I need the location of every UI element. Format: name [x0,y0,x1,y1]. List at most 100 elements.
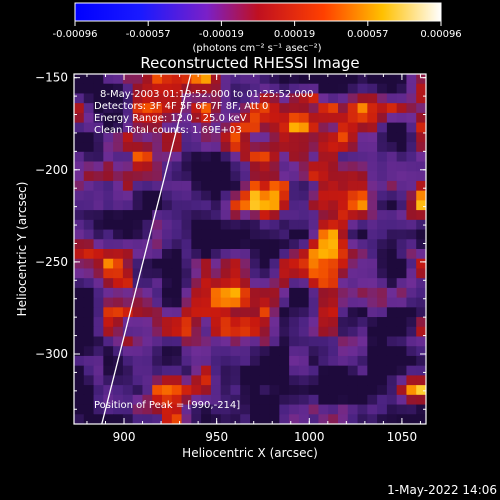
heatmap-cell [181,93,192,104]
heatmap-cell [289,307,300,318]
heatmap-cell [220,171,231,182]
heatmap-cell [416,278,426,289]
heatmap-cell [318,210,329,221]
heatmap-cell [103,112,114,124]
heatmap-cell [142,93,153,104]
heatmap-cell [191,239,202,250]
heatmap-cell [279,375,290,386]
heatmap-cell [347,132,358,143]
heatmap-cell [103,287,114,299]
heatmap-cell [171,229,182,240]
heatmap-cell [122,249,134,260]
heatmap-cell [240,336,251,347]
heatmap-cell [162,278,173,289]
heatmap-cell [338,122,349,133]
heatmap-cell [113,336,124,347]
heatmap-cell [230,103,241,114]
heatmap-cell [328,258,339,269]
heatmap-cell [171,326,182,337]
heatmap-cell [152,404,163,415]
heatmap-cell [132,268,143,279]
heatmap-cell [279,414,290,424]
heatmap-cell [122,326,134,337]
heatmap-cell [328,239,339,250]
heatmap-cell [259,278,270,289]
heatmap-cell [74,161,85,172]
heatmap-cell [201,74,212,85]
heatmap-cell [308,239,319,250]
heatmap-cell [132,83,143,94]
heatmap-cell [162,190,173,201]
heatmap-cell [201,103,212,114]
heatmap-cell [113,103,124,114]
heatmap-cell [122,268,134,279]
heatmap-cell [347,326,358,337]
heatmap-cell [122,190,134,201]
heatmap-cell [74,249,85,260]
heatmap-cell [308,404,319,415]
heatmap-cell [298,112,310,124]
heatmap-cell [298,103,310,114]
heatmap-cell [250,74,261,85]
heatmap-cell [152,210,163,221]
heatmap-cell [191,385,202,396]
heatmap-cell [210,336,222,347]
heatmap-cell [191,229,202,240]
heatmap-cell [328,268,339,279]
heatmap-cell [74,74,85,85]
heatmap-cell [171,210,182,221]
heatmap-cell [386,249,398,260]
heatmap-cell [240,404,251,415]
heatmap-cell [162,346,173,357]
heatmap-cell [367,278,378,289]
heatmap-cell [230,336,241,347]
heatmap-cell [298,219,310,230]
heatmap-cell [347,93,358,104]
heatmap-cell [318,365,329,376]
heatmap-cell [93,142,104,153]
heatmap-cell [298,239,310,250]
heatmap-cell [367,83,378,94]
heatmap-cell [230,180,241,192]
heatmap-cell [338,93,349,104]
heatmap-cell [298,180,310,192]
heatmap-cell [83,297,94,308]
heatmap-cell [367,268,378,279]
heatmap-cell [220,151,231,162]
heatmap-cell [308,365,319,376]
heatmap-cell [220,385,231,396]
heatmap-cell [377,336,388,347]
heatmap-cell [93,336,104,347]
heatmap-cell [230,249,241,260]
heatmap-cell [201,307,212,318]
heatmap-cell [132,287,143,299]
heatmap-cell [269,112,280,124]
heatmap-cell [93,171,104,182]
heatmap-cell [289,297,300,308]
heatmap-cell [328,122,339,133]
heatmap-cell [142,297,153,308]
heatmap-cell [386,74,398,85]
heatmap-cell [240,385,251,396]
heatmap-cell [230,190,241,201]
heatmap-cell [122,278,134,289]
heatmap-cell [347,336,358,347]
heatmap-cell [396,365,407,376]
heatmap-cell [289,336,300,347]
heatmap-cell [152,142,163,153]
heatmap-cell [93,346,104,357]
heatmap-cell [396,83,407,94]
heatmap-cell [103,161,114,172]
heatmap-cell [93,200,104,211]
heatmap-cell [103,365,114,376]
heatmap-cell [279,404,290,415]
heatmap-cell [103,83,114,94]
heatmap-cell [357,394,368,405]
heatmap-cell [83,122,94,133]
heatmap-cell [230,239,241,250]
heatmap-cell [308,74,319,85]
heatmap-cell [132,142,143,153]
heatmap-cell [250,317,261,328]
heatmap-cell [152,180,163,192]
heatmap-cell [142,258,153,269]
